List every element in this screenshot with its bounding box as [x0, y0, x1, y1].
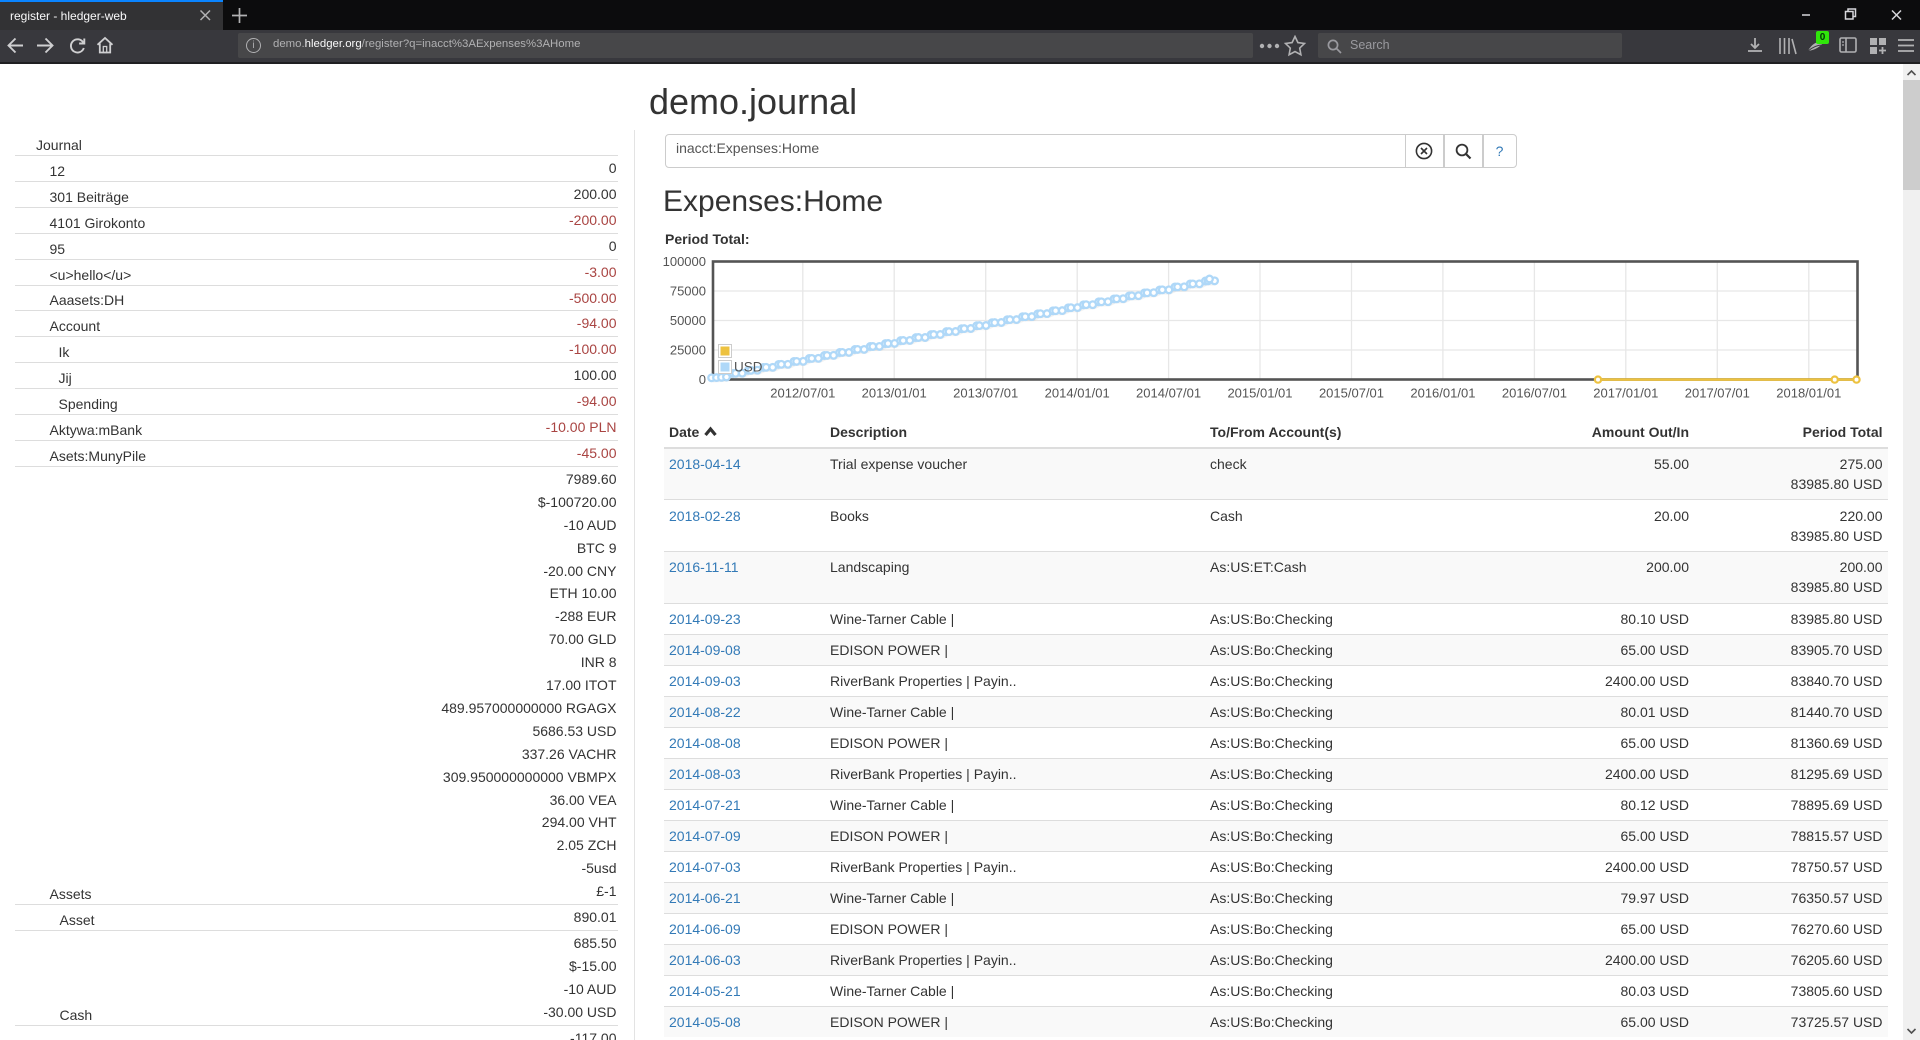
svg-text:2014/01/01: 2014/01/01	[1045, 386, 1110, 401]
svg-text:2017/07/01: 2017/07/01	[1685, 386, 1750, 401]
svg-text:0: 0	[699, 372, 706, 387]
svg-text:2012/07/01: 2012/07/01	[770, 386, 835, 401]
svg-text:2016/01/01: 2016/01/01	[1410, 386, 1475, 401]
svg-text:25000: 25000	[670, 343, 706, 358]
svg-text:2018/01/01: 2018/01/01	[1776, 386, 1841, 401]
svg-text:2017/01/01: 2017/01/01	[1593, 386, 1658, 401]
svg-text:USD: USD	[734, 360, 763, 375]
svg-text:2015/01/01: 2015/01/01	[1227, 386, 1292, 401]
svg-text:50000: 50000	[670, 313, 706, 328]
svg-text:2016/07/01: 2016/07/01	[1502, 386, 1567, 401]
svg-text:75000: 75000	[670, 284, 706, 299]
svg-text:2013/01/01: 2013/01/01	[862, 386, 927, 401]
svg-text:2015/07/01: 2015/07/01	[1319, 386, 1384, 401]
svg-text:2013/07/01: 2013/07/01	[953, 386, 1018, 401]
svg-text:100000: 100000	[663, 254, 706, 269]
svg-text:2014/07/01: 2014/07/01	[1136, 386, 1201, 401]
